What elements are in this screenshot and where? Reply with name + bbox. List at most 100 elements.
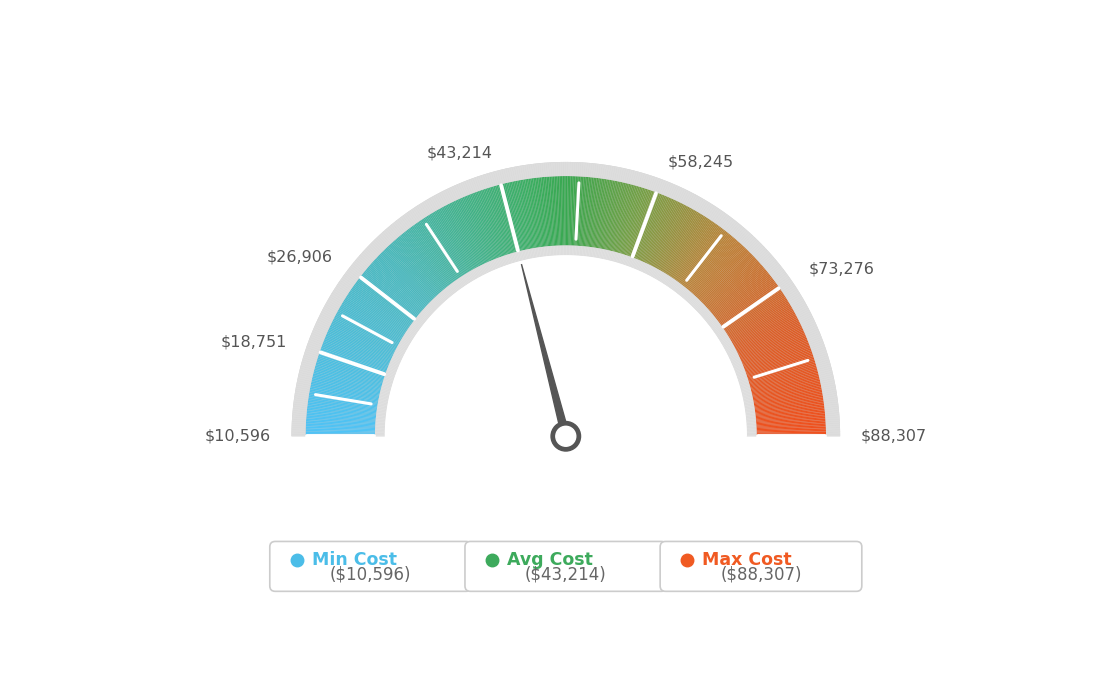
Polygon shape <box>591 178 602 247</box>
Polygon shape <box>302 357 317 364</box>
Polygon shape <box>693 300 701 308</box>
Polygon shape <box>384 229 395 241</box>
Polygon shape <box>319 315 332 324</box>
Polygon shape <box>702 255 753 304</box>
Polygon shape <box>485 263 490 273</box>
Polygon shape <box>689 296 697 304</box>
Polygon shape <box>604 250 607 259</box>
Polygon shape <box>540 247 543 257</box>
Polygon shape <box>811 346 826 352</box>
Polygon shape <box>384 229 447 300</box>
Polygon shape <box>601 167 622 259</box>
Polygon shape <box>331 321 395 353</box>
Polygon shape <box>670 212 725 289</box>
Polygon shape <box>308 395 378 408</box>
Polygon shape <box>793 302 806 311</box>
Polygon shape <box>337 311 399 346</box>
Polygon shape <box>690 236 755 305</box>
Polygon shape <box>680 224 741 297</box>
Polygon shape <box>495 186 514 253</box>
Polygon shape <box>393 354 403 359</box>
Polygon shape <box>761 255 773 266</box>
Polygon shape <box>745 346 810 372</box>
Polygon shape <box>583 246 585 256</box>
Polygon shape <box>740 384 750 388</box>
Polygon shape <box>643 264 648 273</box>
Polygon shape <box>317 319 402 360</box>
Polygon shape <box>700 201 709 215</box>
Polygon shape <box>443 289 450 297</box>
Polygon shape <box>372 241 383 253</box>
Text: $26,906: $26,906 <box>266 249 332 264</box>
Polygon shape <box>740 232 751 244</box>
Polygon shape <box>463 275 469 284</box>
Polygon shape <box>300 366 315 371</box>
Polygon shape <box>389 363 399 368</box>
Polygon shape <box>470 270 476 279</box>
Polygon shape <box>375 426 385 428</box>
Polygon shape <box>381 387 391 391</box>
Polygon shape <box>540 177 548 246</box>
Polygon shape <box>442 191 449 204</box>
Polygon shape <box>758 252 771 263</box>
Polygon shape <box>357 281 413 323</box>
Polygon shape <box>744 342 809 368</box>
Polygon shape <box>659 201 709 282</box>
Polygon shape <box>561 176 563 246</box>
Polygon shape <box>475 192 500 257</box>
Polygon shape <box>333 317 396 350</box>
Polygon shape <box>733 311 795 346</box>
Polygon shape <box>725 219 735 232</box>
Polygon shape <box>306 433 375 435</box>
Polygon shape <box>331 293 412 343</box>
Polygon shape <box>708 318 716 325</box>
Polygon shape <box>737 351 827 382</box>
Polygon shape <box>744 393 837 409</box>
Polygon shape <box>744 406 754 409</box>
Polygon shape <box>746 423 756 425</box>
Polygon shape <box>819 372 834 377</box>
Polygon shape <box>482 189 506 255</box>
Polygon shape <box>716 277 773 320</box>
Polygon shape <box>725 293 784 332</box>
Polygon shape <box>479 266 485 275</box>
Polygon shape <box>505 183 522 251</box>
Polygon shape <box>295 389 309 393</box>
Polygon shape <box>315 324 401 363</box>
Polygon shape <box>460 182 498 269</box>
Polygon shape <box>681 228 724 285</box>
Polygon shape <box>755 399 824 410</box>
Polygon shape <box>481 175 511 264</box>
Polygon shape <box>745 397 838 412</box>
Polygon shape <box>628 179 662 267</box>
Polygon shape <box>694 302 703 311</box>
Polygon shape <box>622 175 652 264</box>
Polygon shape <box>716 331 725 337</box>
Polygon shape <box>562 162 564 255</box>
Polygon shape <box>743 340 808 367</box>
Polygon shape <box>798 314 813 322</box>
Polygon shape <box>337 284 350 293</box>
Polygon shape <box>510 167 531 259</box>
Polygon shape <box>466 273 473 282</box>
Polygon shape <box>715 282 794 335</box>
Polygon shape <box>309 389 379 403</box>
Polygon shape <box>401 234 446 288</box>
Polygon shape <box>583 177 591 246</box>
Polygon shape <box>705 259 757 308</box>
Polygon shape <box>359 277 415 320</box>
Polygon shape <box>821 383 836 388</box>
Polygon shape <box>497 185 516 253</box>
Polygon shape <box>484 174 512 264</box>
Polygon shape <box>306 422 375 426</box>
Polygon shape <box>379 255 429 304</box>
Polygon shape <box>645 199 676 263</box>
Polygon shape <box>340 279 417 333</box>
Polygon shape <box>714 210 723 224</box>
Polygon shape <box>344 298 404 336</box>
Text: $58,245: $58,245 <box>668 155 734 169</box>
Polygon shape <box>824 395 838 400</box>
Polygon shape <box>641 187 682 273</box>
Polygon shape <box>447 188 455 201</box>
Polygon shape <box>754 394 822 406</box>
